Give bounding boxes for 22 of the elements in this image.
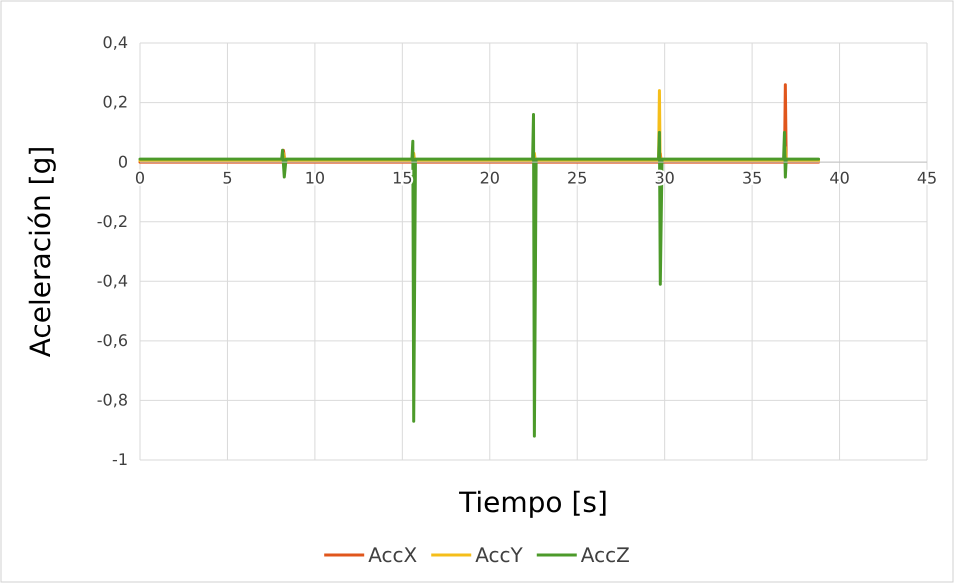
y-tick-label: -0,8	[96, 390, 128, 410]
legend-label: AccX	[368, 543, 418, 567]
y-tick-label: -0,4	[96, 271, 128, 290]
y-tick-label: 0	[118, 152, 128, 172]
y-tick-label: -0,2	[96, 212, 128, 231]
y-tick-label: 0,2	[102, 92, 128, 112]
y-tick-label: -1	[112, 450, 128, 470]
y-tick-label: -0,6	[96, 330, 128, 350]
x-axis-title: Tiempo [s]	[458, 486, 608, 519]
x-tick-label: 25	[567, 168, 588, 188]
x-tick-label: 35	[742, 168, 762, 188]
x-tick-label: 40	[829, 168, 850, 188]
x-tick-label: 45	[916, 168, 938, 188]
x-tick-label: 0	[134, 168, 146, 188]
y-tick-label: 0,4	[102, 33, 128, 52]
x-tick-label: 10	[304, 168, 326, 188]
x-tick-label: 20	[480, 168, 500, 188]
legend-label: AccZ	[580, 543, 630, 567]
x-tick-label: 15	[392, 168, 413, 188]
y-axis-title: Aceleración [g]	[24, 146, 57, 358]
legend-label: AccY	[475, 543, 524, 567]
x-tick-label: 5	[222, 168, 233, 188]
